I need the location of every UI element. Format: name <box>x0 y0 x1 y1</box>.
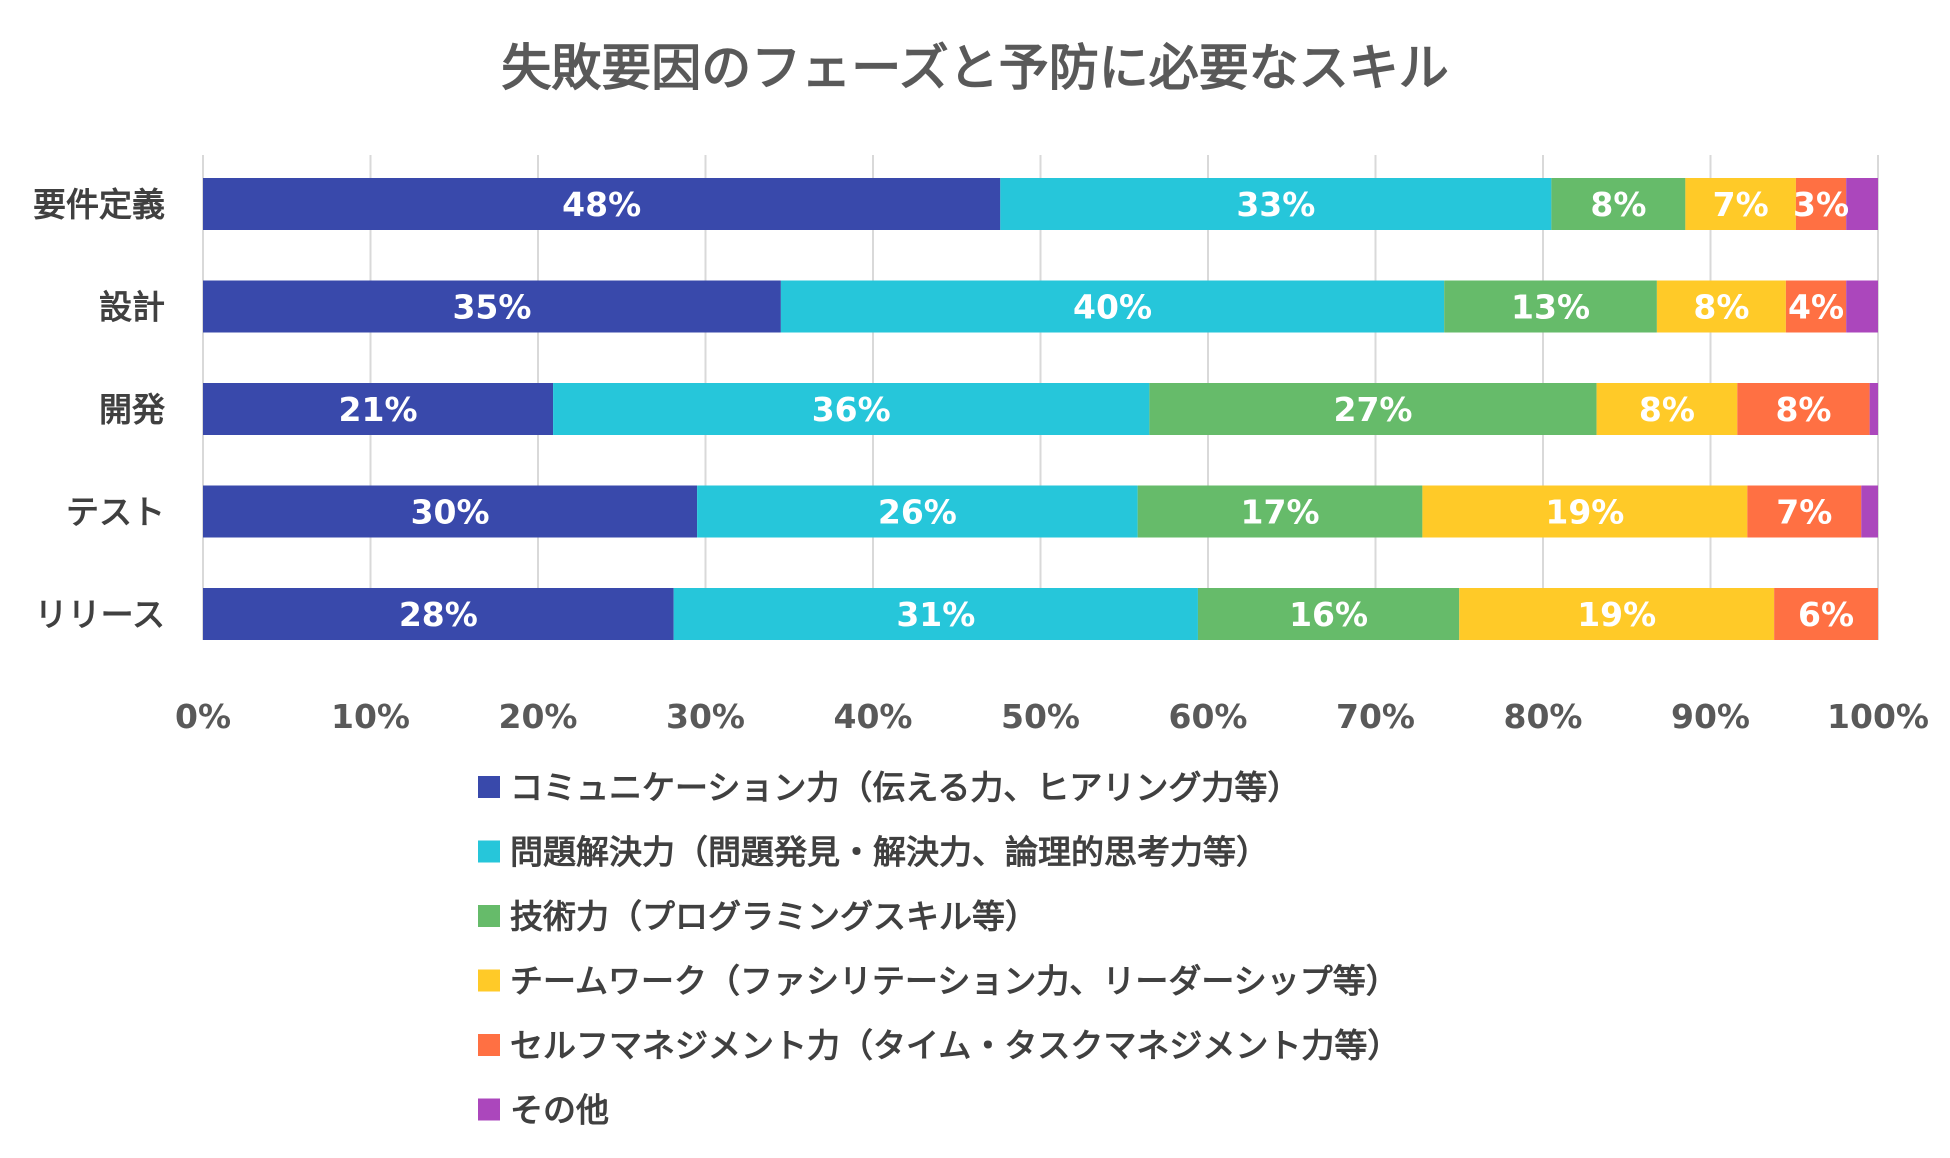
legend-label: チームワーク（ファシリテーション力、リーダーシップ等） <box>510 962 1399 1001</box>
data-label: 40% <box>1073 288 1152 327</box>
bar-segment <box>1444 280 1657 333</box>
bars <box>203 178 1878 640</box>
bar-segment <box>697 485 1138 538</box>
x-tick-label: 70% <box>1336 697 1415 736</box>
data-label: 26% <box>878 493 957 532</box>
bar-segment <box>1861 485 1878 538</box>
bar-segment <box>203 485 698 538</box>
data-label: 48% <box>562 185 641 224</box>
bar-segment <box>203 280 781 333</box>
bar-segment <box>1685 178 1796 230</box>
bar-segment <box>1795 178 1847 230</box>
legend-swatch <box>478 905 500 927</box>
bar-segment <box>1137 485 1423 538</box>
data-label: 19% <box>1577 595 1656 634</box>
data-label: 8% <box>1639 390 1695 429</box>
data-label: 8% <box>1590 185 1646 224</box>
legend-label: コミュニケーション力（伝える力、ヒアリング力等） <box>510 768 1300 807</box>
category-label: リリース <box>35 595 165 634</box>
bar-segment <box>1774 588 1878 640</box>
x-tick-label: 40% <box>834 697 913 736</box>
x-tick-label: 50% <box>1001 697 1080 736</box>
bar-segment <box>1785 280 1847 333</box>
bar-segment <box>1422 485 1748 538</box>
category-label: テスト <box>66 493 165 532</box>
x-tick-label: 80% <box>1504 697 1583 736</box>
data-label: 30% <box>411 493 490 532</box>
data-label: 21% <box>339 390 418 429</box>
data-labels: 48% 33% 8% 7% 3% 35% 40% 13% 8% 4% 21% 36% 27% 8% 8% 30… <box>339 185 1855 634</box>
legend-swatch <box>478 1098 500 1121</box>
x-tick-label: 10% <box>331 697 410 736</box>
x-tick-label: 30% <box>666 697 745 736</box>
category-label: 要件定義 <box>33 185 165 224</box>
legend-label: 問題解決力（問題発見・解決力、論理的思考力等） <box>510 833 1269 872</box>
x-tick-label: 100% <box>1827 697 1929 736</box>
legend-swatch <box>478 776 500 798</box>
data-label: 7% <box>1776 493 1832 532</box>
bar-segment <box>1747 485 1862 538</box>
bar-segment <box>673 588 1198 640</box>
bar-segment <box>1459 588 1775 640</box>
bar-segment <box>1149 383 1597 435</box>
data-label: 36% <box>812 390 891 429</box>
bar-segment <box>203 383 554 435</box>
bar-segment <box>1000 178 1552 230</box>
category-label: 設計 <box>99 288 165 327</box>
data-label: 17% <box>1241 493 1320 532</box>
legend-label: 技術力（プログラミングスキル等） <box>510 897 1038 936</box>
legend-label: セルフマネジメント力（タイム・タスクマネジメント力等） <box>510 1026 1400 1065</box>
data-label: 16% <box>1289 595 1368 634</box>
x-tick-label: 0% <box>175 697 231 736</box>
legend-label: その他 <box>510 1091 609 1130</box>
bar-segment <box>1846 178 1878 230</box>
bar-segment <box>1551 178 1686 230</box>
x-tick-label: 20% <box>499 697 578 736</box>
data-label: 19% <box>1545 493 1624 532</box>
legend: コミュニケーション力（伝える力、ヒアリング力等） 問題解決力（問題発見・解決力、論… <box>478 768 1400 1130</box>
x-tick-label: 60% <box>1169 697 1248 736</box>
bar-segment <box>780 280 1445 333</box>
data-label: 8% <box>1775 390 1831 429</box>
bar-segment <box>553 383 1150 435</box>
data-label: 28% <box>399 595 478 634</box>
bar-segment <box>1869 383 1878 435</box>
data-label: 35% <box>452 288 531 327</box>
data-label: 13% <box>1511 288 1590 327</box>
bar-segment <box>203 588 674 640</box>
bar-segment <box>1596 383 1738 435</box>
bar-segment <box>1846 280 1878 333</box>
data-label: 8% <box>1693 288 1749 327</box>
data-label: 3% <box>1793 185 1849 224</box>
data-label: 4% <box>1788 288 1844 327</box>
bar-segment <box>203 178 1001 230</box>
data-label: 6% <box>1798 595 1854 634</box>
bar-segment <box>1656 280 1786 333</box>
data-label: 31% <box>896 595 975 634</box>
data-label: 27% <box>1333 390 1412 429</box>
legend-swatch <box>478 1034 500 1056</box>
data-label: 7% <box>1713 185 1769 224</box>
bar-segment <box>1737 383 1870 435</box>
legend-swatch <box>478 840 500 863</box>
legend-swatch <box>478 969 500 992</box>
bar-segment <box>1197 588 1460 640</box>
x-axis-ticks: 0% 10% 20% 30% 40% 50% 60% 70% 80% 90% 100% <box>175 697 1929 736</box>
x-tick-label: 90% <box>1671 697 1750 736</box>
category-label: 開発 <box>99 390 166 429</box>
data-label: 33% <box>1236 185 1315 224</box>
chart-title: 失敗要因のフェーズと予防に必要なスキル <box>501 39 1449 97</box>
